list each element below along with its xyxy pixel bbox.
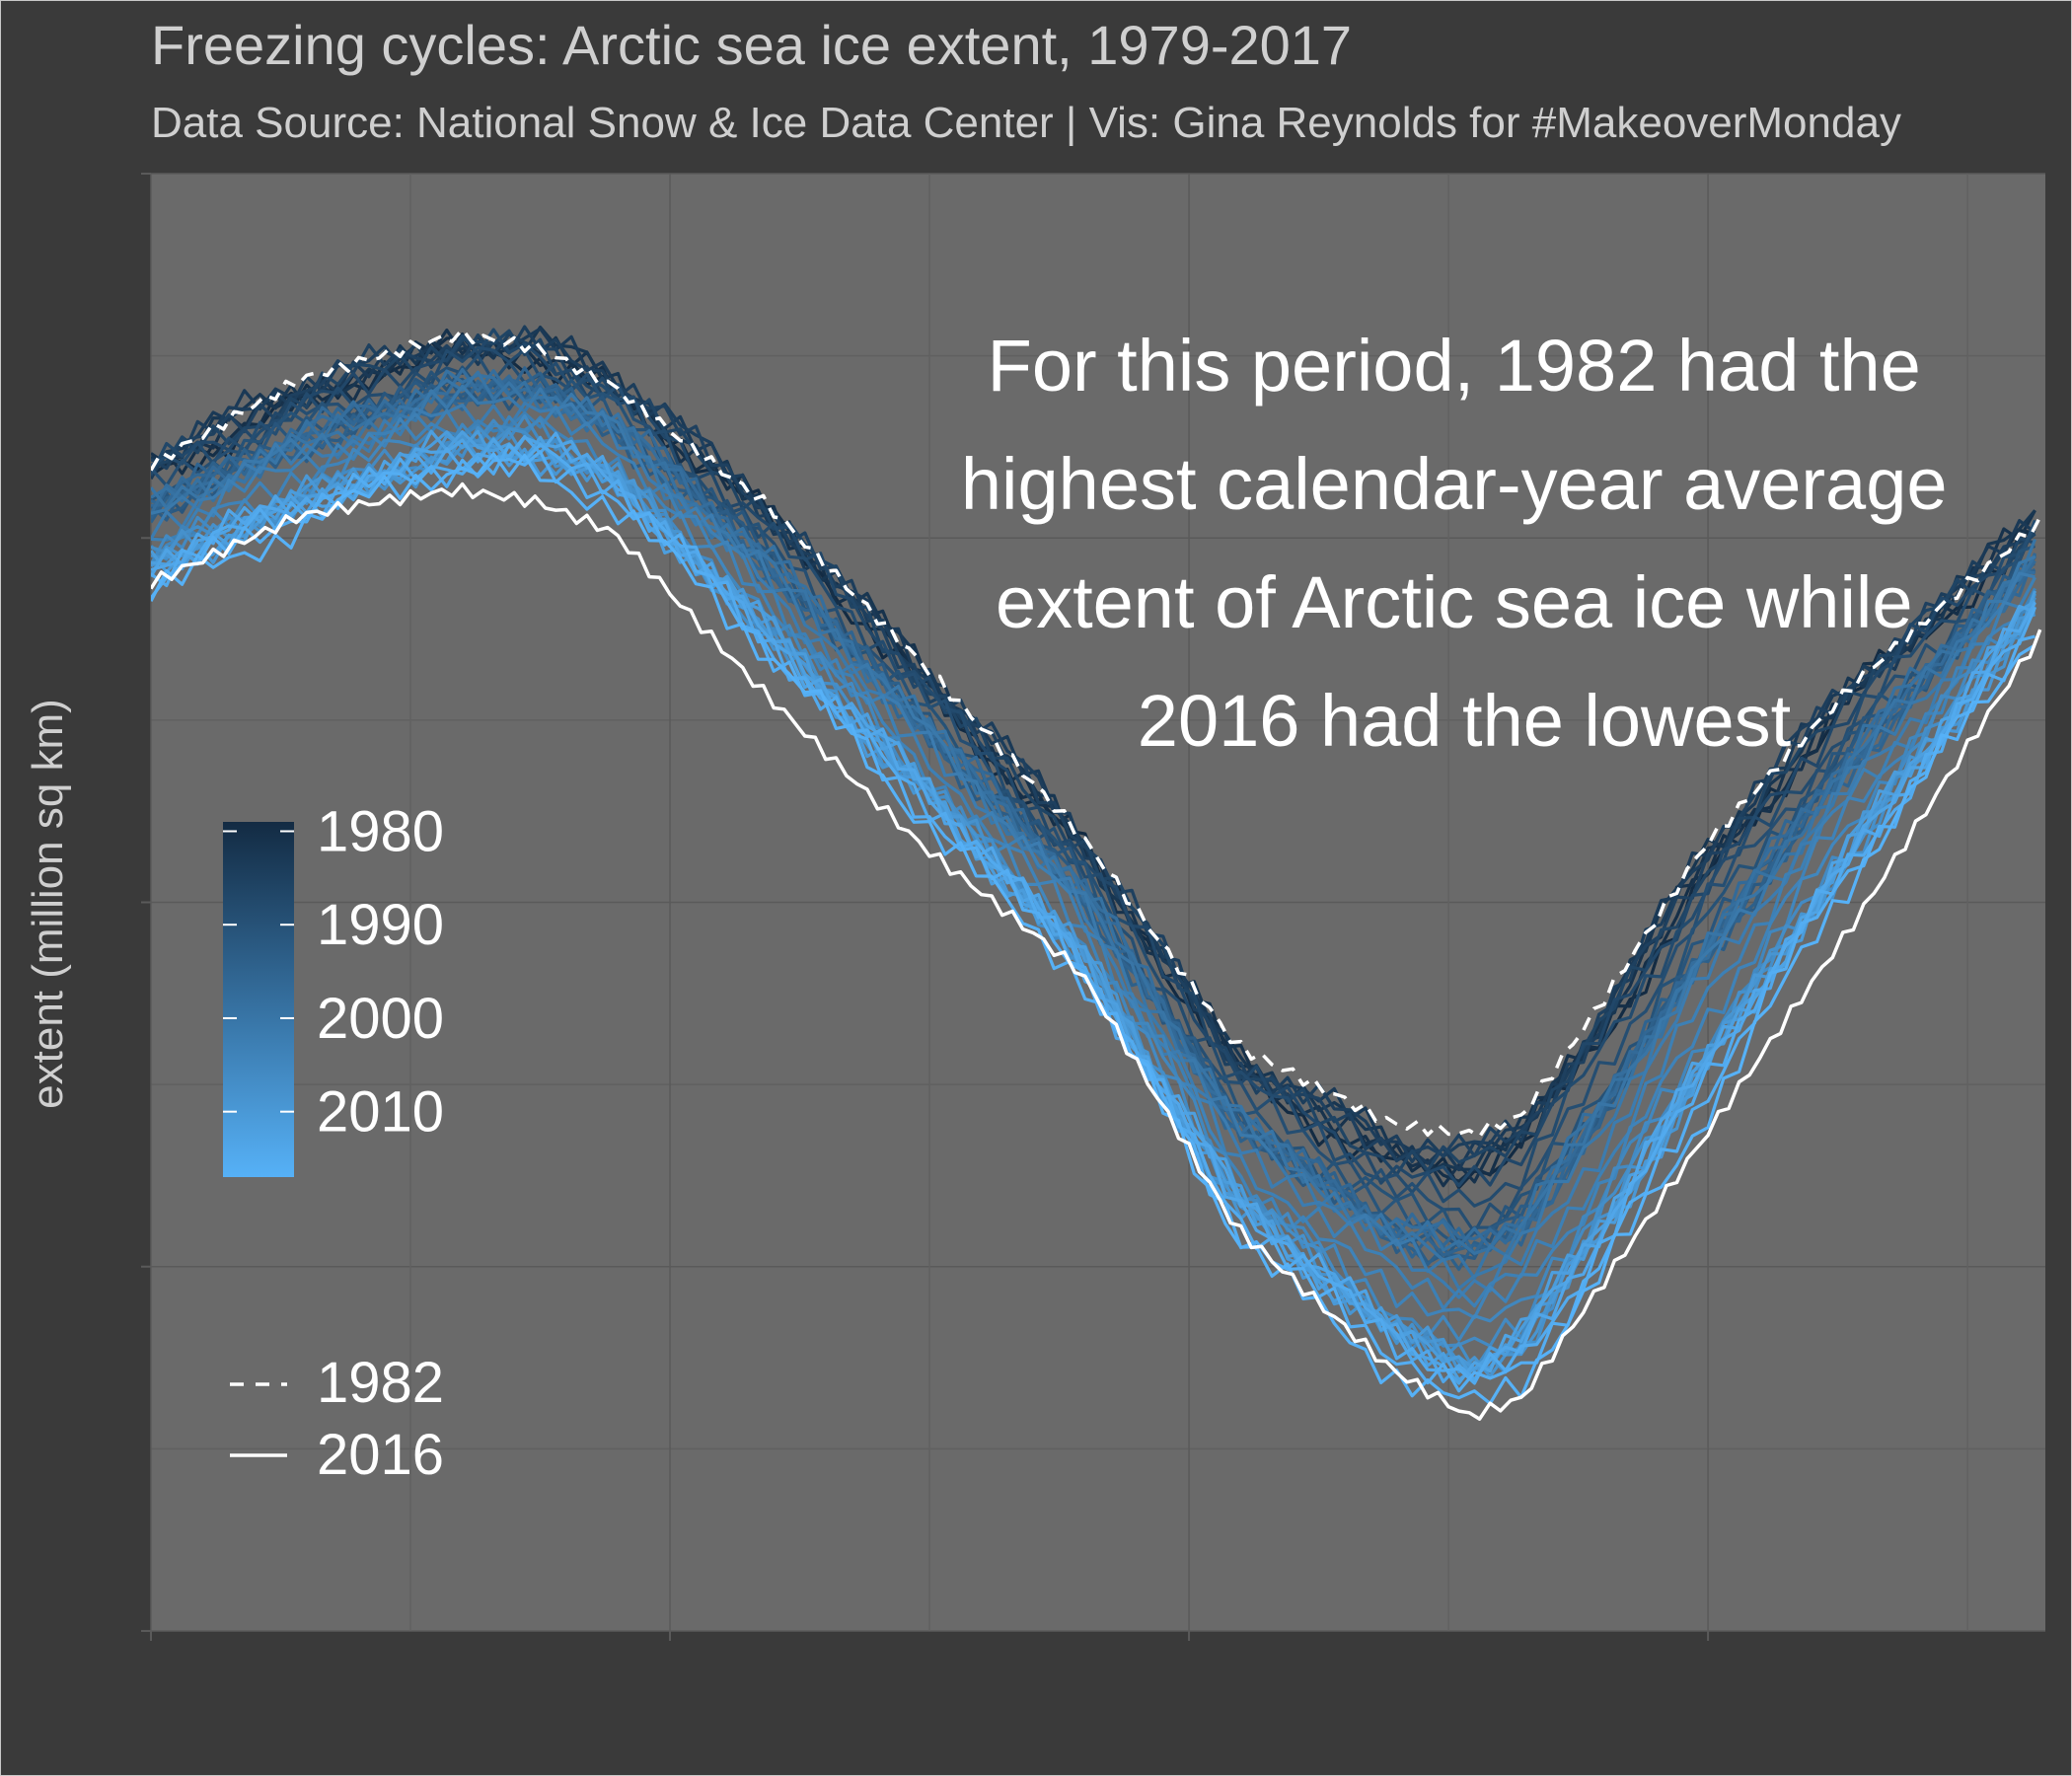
chart-subtitle: Data Source: National Snow & Ice Data Ce… — [151, 99, 1901, 147]
annotation-line-1: For this period, 1982 had the — [988, 325, 1921, 407]
colorbar-label-1980: 1980 — [317, 799, 444, 863]
series-line-1988 — [151, 345, 2036, 1208]
series-line-2015 — [151, 443, 2036, 1385]
colorbar — [223, 822, 294, 1177]
colorbar-label-1990: 1990 — [317, 893, 444, 957]
colorbar-ticks — [223, 830, 294, 1113]
annotation-line-3: extent of Arctic sea ice while — [996, 561, 1913, 643]
annotation-line-2: highest calendar-year average — [961, 443, 1948, 525]
legend-label-2016: 2016 — [317, 1423, 444, 1487]
colorbar-label-2010: 2010 — [317, 1080, 444, 1145]
series-line-2017 — [151, 452, 2036, 1405]
color-legend: 1980 1990 2000 2010 — [223, 799, 444, 1177]
annotation: For this period, 1982 had the highest ca… — [961, 325, 1967, 762]
highlight-line-1982 — [151, 327, 2042, 1139]
chart-title: Freezing cycles: Arctic sea ice extent, … — [151, 14, 1352, 76]
colorbar-label-2000: 2000 — [317, 987, 444, 1051]
series-line-2002 — [151, 402, 2035, 1299]
annotation-line-4: 2016 had the lowest — [1138, 680, 1792, 762]
highlight-lines — [151, 327, 2042, 1421]
axis-ticks — [141, 173, 1710, 1641]
series-line-1985 — [151, 333, 2036, 1162]
series-line-1987 — [151, 328, 2035, 1188]
series-line-1999 — [151, 369, 2036, 1255]
legend-label-1982: 1982 — [317, 1351, 444, 1415]
series-line-2001 — [151, 384, 2036, 1291]
colorbar-labels: 1980 1990 2000 2010 — [317, 799, 444, 1144]
series-lines — [151, 325, 2037, 1405]
highlight-line-2016 — [151, 481, 2042, 1421]
y-axis-label: extent (million sq km) — [24, 699, 72, 1109]
line-legend: 1982 2016 — [230, 1351, 444, 1487]
